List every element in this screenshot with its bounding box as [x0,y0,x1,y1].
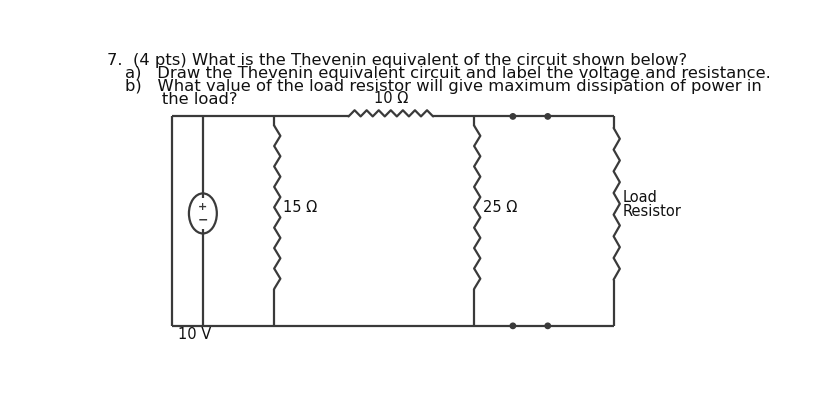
Text: a)   Draw the Thevenin equivalent circuit and label the voltage and resistance.: a) Draw the Thevenin equivalent circuit … [125,65,771,81]
Text: −: − [198,214,208,227]
Circle shape [545,323,551,328]
Circle shape [510,323,516,328]
Text: b)   What value of the load resistor will give maximum dissipation of power in: b) What value of the load resistor will … [125,79,762,94]
Circle shape [545,114,551,119]
Text: 7.  (4 pts) What is the Thevenin equivalent of the circuit shown below?: 7. (4 pts) What is the Thevenin equivale… [107,53,687,67]
Text: the load?: the load? [125,92,238,107]
Text: Resistor: Resistor [623,204,681,219]
Text: 10 Ω: 10 Ω [373,91,408,106]
Text: 15 Ω: 15 Ω [283,200,317,215]
Text: +: + [199,201,208,211]
Text: 25 Ω: 25 Ω [483,200,517,215]
Text: 10 V: 10 V [178,328,212,342]
Circle shape [510,114,516,119]
Text: Load: Load [623,190,657,205]
